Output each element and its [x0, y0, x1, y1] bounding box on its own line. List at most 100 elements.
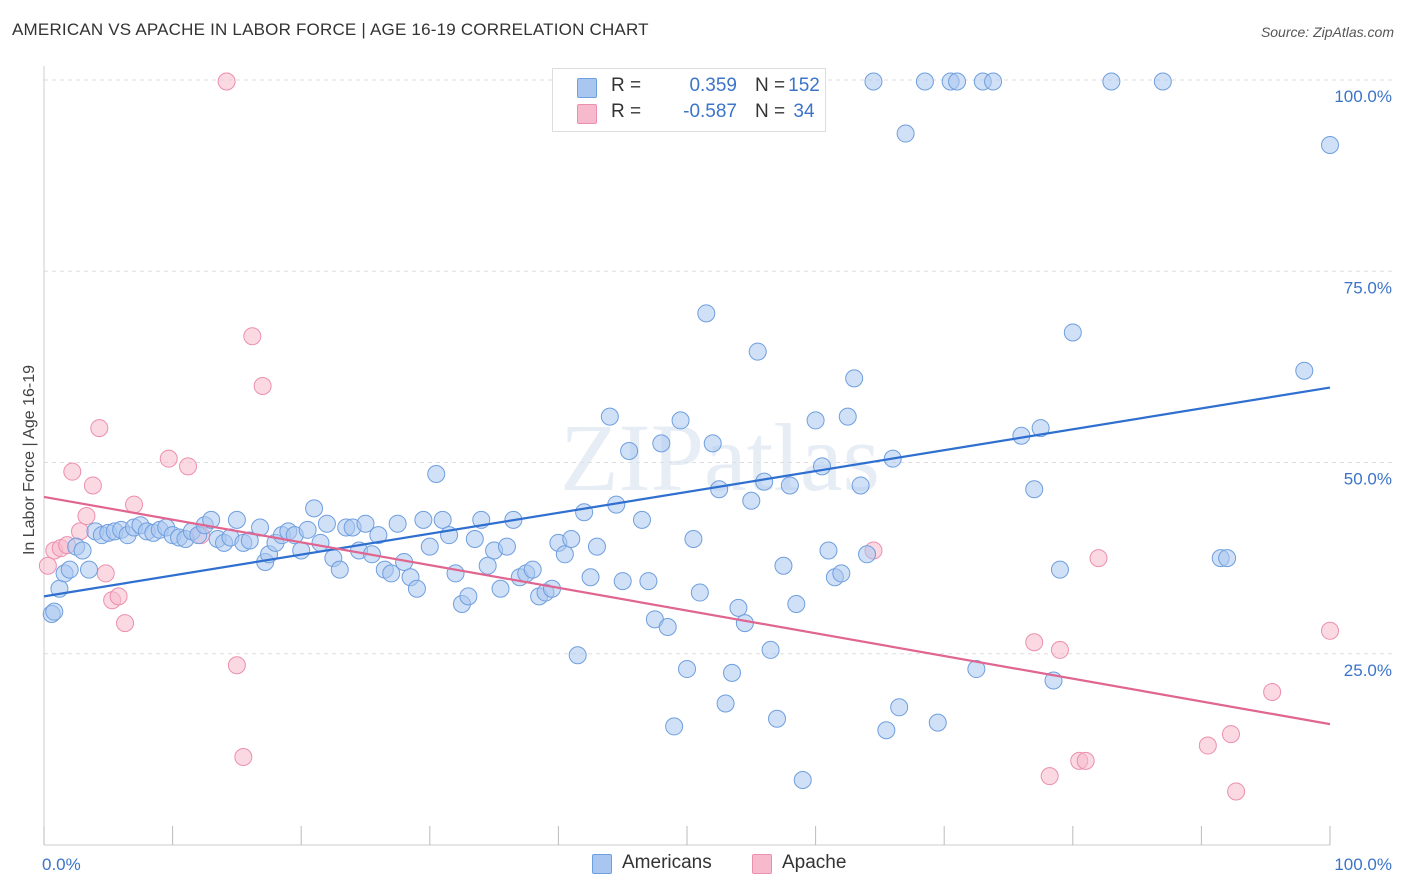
americans-point [330, 560, 349, 579]
americans-point [587, 537, 606, 556]
apache-point [1321, 621, 1339, 640]
apache-point [77, 507, 96, 526]
americans-point [761, 640, 780, 659]
americans-point [407, 579, 426, 598]
americans-point [806, 411, 825, 430]
americans-point [890, 698, 909, 717]
americans-point [697, 304, 716, 323]
x-tick-label-max: 100.0% [1334, 855, 1392, 874]
americans-point [690, 583, 709, 602]
americans-point [748, 342, 767, 361]
americans-point [665, 717, 684, 736]
apache-trend-line [43, 495, 1331, 726]
americans-point [382, 564, 401, 583]
apache-point [109, 587, 128, 606]
americans-point [813, 457, 832, 476]
americans-point [851, 476, 870, 495]
apache-point [1076, 751, 1095, 770]
n-value: 34 [793, 101, 815, 122]
americans-point [227, 510, 246, 529]
americans-point [864, 72, 883, 91]
americans-point [915, 72, 934, 91]
trend-lines [43, 386, 1331, 726]
americans-point [620, 442, 639, 461]
americans-point [240, 531, 259, 550]
grid-lines [44, 79, 1395, 655]
americans-point [202, 510, 221, 529]
americans-label: Americans [622, 852, 712, 873]
americans-point [838, 407, 857, 426]
americans-point [311, 533, 330, 552]
americans-point [478, 556, 497, 575]
apache-point [1050, 640, 1069, 659]
chart-title: AMERICAN VS APACHE IN LABOR FORCE | AGE … [12, 20, 649, 39]
apache-point [1227, 782, 1246, 801]
americans-swatch [592, 854, 612, 874]
americans-point [433, 510, 452, 529]
americans-point [703, 434, 722, 453]
americans-trend-line [43, 386, 1331, 598]
source-credit: Source: ZipAtlas.com [1260, 24, 1394, 40]
americans-point [678, 660, 696, 679]
americans-point [305, 499, 324, 518]
americans-point [710, 480, 729, 499]
r-label: R = [611, 101, 642, 122]
series-apache-points [38, 72, 1339, 801]
americans-point [427, 464, 446, 483]
apache-point [1089, 549, 1108, 568]
apache-point [217, 72, 236, 91]
americans-point [555, 545, 574, 564]
americans-point [793, 770, 812, 789]
apache-point [1025, 633, 1044, 652]
americans-point [632, 510, 651, 529]
americans-point [684, 530, 703, 548]
americans-swatch [577, 78, 597, 98]
apache-point [243, 327, 262, 346]
americans-point [845, 369, 864, 388]
y-tick-label: 25.0% [1344, 661, 1392, 680]
americans-point [671, 411, 690, 430]
americans-point [369, 526, 388, 545]
y-axis-label: In Labor Force | Age 16-19 [21, 364, 38, 556]
americans-point [298, 520, 317, 539]
n-label: N = [755, 101, 786, 122]
stats-legend: R = 0.359 N = 152 R = -0.587 N = 34 [552, 68, 826, 132]
americans-point [568, 646, 587, 665]
apache-label: Apache [782, 852, 847, 873]
apache-swatch [577, 104, 597, 124]
americans-point [1295, 361, 1314, 380]
n-label: N = [755, 75, 786, 96]
americans-point [652, 434, 671, 453]
americans-point [1153, 72, 1172, 91]
apache-point [83, 476, 102, 495]
americans-point [896, 124, 915, 143]
apache-point [116, 614, 135, 633]
americans-point [575, 503, 594, 522]
apache-swatch [752, 854, 772, 874]
americans-point [984, 72, 1003, 91]
americans-point [735, 614, 754, 633]
americans-point [716, 694, 735, 713]
apache-point [253, 377, 272, 395]
americans-point [497, 537, 516, 556]
x-tick-label-min: 0.0% [42, 855, 81, 874]
americans-point [317, 514, 336, 533]
tick-labels: 25.0% 50.0% 75.0% 100.0% 0.0% 100.0% [42, 87, 1392, 874]
americans-point [1063, 323, 1082, 342]
americans-point [581, 568, 600, 587]
apache-point [179, 457, 198, 476]
americans-point [742, 491, 761, 510]
apache-point [1040, 767, 1059, 786]
apache-point [71, 522, 90, 541]
apache-point [159, 449, 178, 468]
n-value: 152 [788, 75, 820, 96]
americans-point [639, 572, 658, 591]
americans-point [832, 564, 851, 583]
americans-point [774, 556, 793, 575]
americans-point [768, 709, 787, 728]
americans-point [356, 514, 375, 533]
apache-point [1263, 683, 1282, 701]
americans-point [45, 602, 64, 621]
americans-point [414, 510, 433, 529]
